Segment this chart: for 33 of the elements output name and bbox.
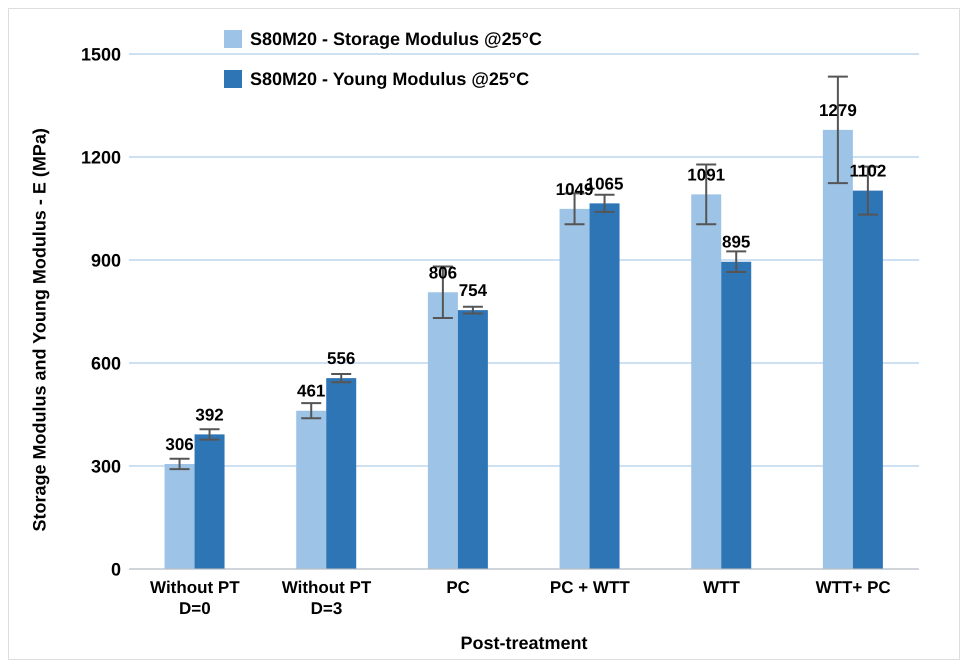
x-tick-label: Without PT D=0 <box>150 578 240 618</box>
bar <box>164 464 195 569</box>
bar <box>852 190 883 569</box>
bar <box>326 378 356 569</box>
bar <box>296 410 326 569</box>
data-label: 461 <box>297 382 326 401</box>
legend-label: S80M20 - Storage Modulus @25°C <box>250 28 542 50</box>
data-label: 895 <box>722 232 750 252</box>
data-label: 556 <box>327 349 356 368</box>
y-axis-title: Storage Modulus and Young Modulus - E (MPa) <box>29 128 50 532</box>
y-tick-label: 300 <box>90 456 121 476</box>
y-tick-label: 0 <box>110 559 121 580</box>
y-tick-label: 1500 <box>80 44 121 64</box>
bar <box>428 292 458 569</box>
legend-label: S80M20 - Young Modulus @25°C <box>250 68 530 90</box>
x-tick-label: PC <box>446 578 470 597</box>
y-tick-label: 1200 <box>80 147 121 168</box>
y-tick-label: 600 <box>90 353 121 374</box>
bar <box>194 434 225 569</box>
x-tick-label: PC + WTT <box>550 578 630 597</box>
bar <box>721 262 752 569</box>
data-label: 306 <box>165 434 194 454</box>
bar <box>458 310 488 569</box>
bar <box>590 203 620 569</box>
x-tick-label: Without PT D=3 <box>282 578 372 618</box>
bar <box>691 194 722 569</box>
data-label: 754 <box>458 281 488 300</box>
x-tick-label: WTT+ PC <box>816 578 891 597</box>
bar <box>560 208 590 569</box>
x-tick-label: WTT <box>703 578 741 597</box>
y-tick-label: 900 <box>90 250 121 270</box>
data-label: 392 <box>195 405 224 424</box>
x-axis-title: Post-treatment <box>460 633 588 653</box>
